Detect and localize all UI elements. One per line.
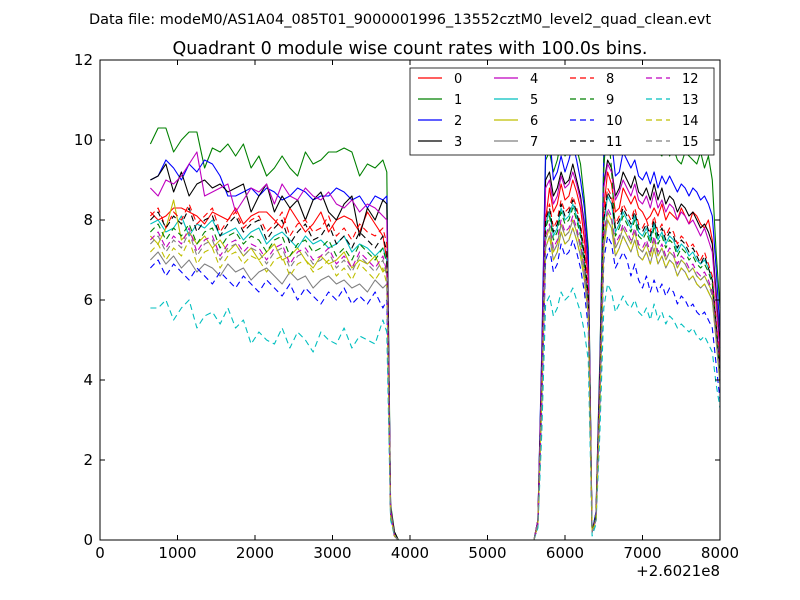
x-tick-label: 5000 [468, 544, 506, 562]
series-line-4 [150, 151, 721, 541]
figure-suptitle: Data file: modeM0/AS1A04_085T01_90000019… [89, 12, 711, 28]
legend-label-15: 15 [682, 135, 699, 150]
y-tick-label: 4 [83, 371, 93, 389]
y-tick-label: 0 [83, 531, 93, 549]
series-line-15 [150, 211, 721, 541]
legend-label-9: 9 [606, 93, 614, 108]
x-offset-label: +2.6021e8 [636, 562, 720, 580]
x-tick-label: 8000 [701, 544, 739, 562]
x-tick-label: 7000 [623, 544, 661, 562]
legend-frame [409, 67, 715, 156]
series-line-13 [150, 283, 721, 541]
x-tick-label: 6000 [546, 544, 584, 562]
series-line-8 [150, 187, 721, 541]
chart-title: Quadrant 0 module wise count rates with … [173, 39, 648, 59]
x-axis: 0 1000 2000 3000 4000 5000 6000 7000 8000 [95, 60, 739, 562]
series-layer [149, 99, 721, 541]
y-tick-label: 8 [83, 211, 93, 229]
series-line-0 [150, 171, 721, 541]
series-line-5 [150, 195, 721, 541]
legend-label-12: 12 [682, 72, 699, 87]
x-tick-label: 0 [95, 544, 105, 562]
legend-label-7: 7 [530, 135, 538, 150]
legend-label-5: 5 [530, 93, 538, 108]
legend-label-10: 10 [606, 114, 623, 129]
series-line-14 [150, 219, 721, 541]
legend-label-2: 2 [454, 114, 462, 129]
x-tick-label: 4000 [391, 544, 429, 562]
legend-label-11: 11 [606, 135, 623, 150]
series-line-3 [150, 159, 721, 541]
x-tick-label: 2000 [236, 544, 274, 562]
series-line-2 [150, 127, 721, 541]
legend-label-4: 4 [530, 72, 538, 87]
legend-label-13: 13 [682, 93, 699, 108]
legend-label-0: 0 [454, 72, 462, 87]
x-tick-label: 3000 [313, 544, 351, 562]
y-tick-label: 6 [83, 291, 93, 309]
series-line-9 [150, 127, 721, 541]
legend-label-14: 14 [682, 114, 699, 129]
legend-label-6: 6 [530, 114, 538, 129]
series-line-10 [150, 235, 721, 541]
y-tick-label: 12 [74, 51, 93, 69]
series-line-12 [150, 207, 721, 541]
y-tick-label: 10 [74, 131, 93, 149]
legend-label-3: 3 [454, 135, 462, 150]
y-tick-label: 2 [83, 451, 93, 469]
x-tick-label: 1000 [158, 544, 196, 562]
series-line-11 [150, 191, 721, 541]
legend-label-8: 8 [606, 72, 614, 87]
legend-label-1: 1 [454, 93, 462, 108]
